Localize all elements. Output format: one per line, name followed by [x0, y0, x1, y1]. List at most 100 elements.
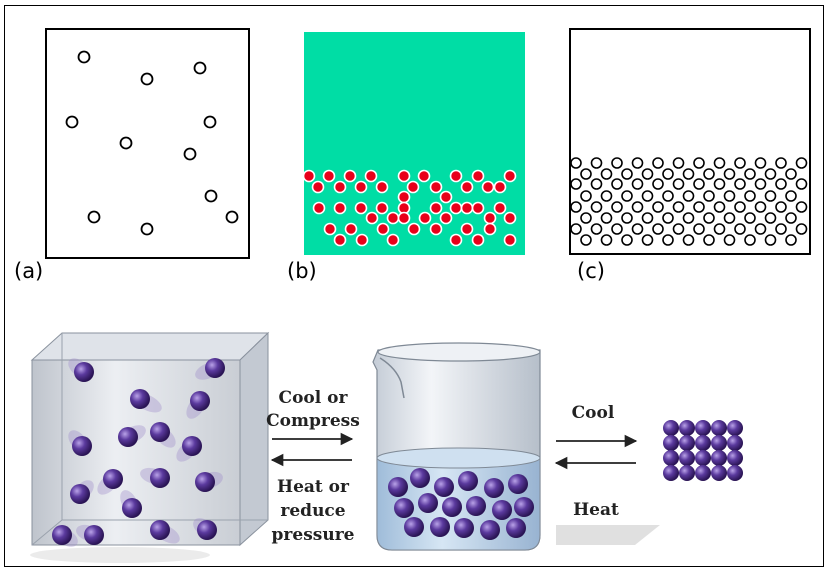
liquid-particle — [322, 169, 336, 183]
heat-label: Heat — [573, 500, 619, 520]
molecule — [74, 362, 94, 382]
condensed-particle — [764, 190, 777, 202]
condensed-particle — [621, 190, 633, 202]
molecule — [663, 465, 679, 481]
condensed-particle — [641, 168, 654, 180]
molecule — [663, 420, 679, 436]
condensed-particle — [570, 223, 582, 235]
gas-particle — [183, 147, 197, 161]
liquid-particle — [429, 222, 443, 236]
condensed-particle — [590, 157, 603, 169]
panel-b-label: (b) — [287, 259, 317, 283]
liquid-particle — [460, 180, 474, 194]
condensed-particle — [662, 212, 674, 224]
molecule — [130, 389, 150, 409]
condensed-particle — [641, 212, 654, 224]
molecule — [480, 520, 500, 540]
molecule — [190, 391, 210, 411]
condensed-particle — [775, 201, 787, 213]
condensed-particle — [652, 223, 664, 235]
molecule — [679, 450, 695, 466]
molecule — [727, 450, 743, 466]
top-panels: (a) (b) (c) — [14, 28, 811, 283]
condensed-particle — [662, 168, 674, 180]
liquid-particle — [365, 211, 379, 225]
liquid-particle — [354, 201, 368, 215]
condensed-particle — [682, 212, 695, 224]
condensed-particle — [723, 212, 736, 224]
condensed-particle — [641, 234, 654, 246]
condensed-particle — [600, 234, 613, 246]
liquid-particle — [439, 190, 453, 204]
condensed-particle — [713, 223, 726, 235]
molecule — [711, 420, 727, 436]
liquid-particle — [302, 169, 316, 183]
condensed-particle — [713, 157, 726, 169]
liquid-particle — [503, 211, 517, 225]
condensed-particle — [631, 201, 644, 213]
liquid-particle — [333, 180, 347, 194]
liquid-particle — [483, 222, 497, 236]
gas-panel-box — [45, 28, 250, 259]
pressure-label: pressure — [272, 525, 355, 545]
condensed-particle — [672, 201, 685, 213]
liquid-particle — [481, 180, 495, 194]
condensed-particle — [693, 157, 705, 169]
condensed-particle — [723, 234, 736, 246]
condensed-particle — [570, 157, 582, 169]
condensed-particle — [744, 190, 756, 202]
molecule — [727, 465, 743, 481]
condensed-particles — [570, 157, 808, 246]
liquid-particle — [418, 211, 432, 225]
molecule — [84, 525, 104, 545]
molecule — [150, 422, 170, 442]
condensed-particle — [621, 234, 633, 246]
molecule — [454, 518, 474, 538]
liquid-particle — [311, 180, 325, 194]
molecule — [711, 465, 727, 481]
molecule — [663, 450, 679, 466]
solid-lattice — [663, 420, 743, 481]
condensed-particle — [580, 168, 592, 180]
liquid-particle — [493, 201, 507, 215]
liquid-particle — [503, 169, 517, 183]
cool-label: Cool — [572, 403, 615, 423]
condensed-particle — [570, 201, 582, 213]
condensed-particle — [734, 157, 746, 169]
condensed-particle — [611, 157, 623, 169]
condensed-particle — [785, 234, 797, 246]
molecule — [103, 469, 123, 489]
liquid-particle — [375, 180, 389, 194]
condensed-particle — [621, 212, 633, 224]
molecule — [52, 525, 72, 545]
molecule — [711, 450, 727, 466]
condensed-particle — [611, 201, 623, 213]
liquid-particle — [417, 169, 431, 183]
condensed-particle — [600, 190, 613, 202]
figure-frame — [4, 5, 824, 567]
gas-particle — [87, 210, 101, 224]
condensed-particle — [672, 223, 685, 235]
condensed-particle — [785, 190, 797, 202]
liquid-particle — [323, 222, 337, 236]
liquid-particle — [397, 211, 411, 225]
molecule — [695, 450, 711, 466]
molecule — [466, 496, 486, 516]
condensed-particle — [600, 212, 613, 224]
condensed-particle — [641, 190, 654, 202]
condensed-particle — [785, 168, 797, 180]
liquid-particle — [355, 233, 369, 247]
condensed-particle — [775, 178, 787, 190]
compress-label: Compress — [266, 411, 360, 431]
liquid-particle — [344, 222, 358, 236]
liquid-particle — [333, 233, 347, 247]
condensed-particle — [611, 223, 623, 235]
condensed-particle — [631, 157, 644, 169]
condensed-particle — [744, 234, 756, 246]
liquid-particle — [312, 201, 326, 215]
condensed-particle — [693, 178, 705, 190]
condensed-particle — [652, 201, 664, 213]
heat-or-label: Heat or — [277, 477, 350, 497]
liquid-particle — [493, 180, 507, 194]
